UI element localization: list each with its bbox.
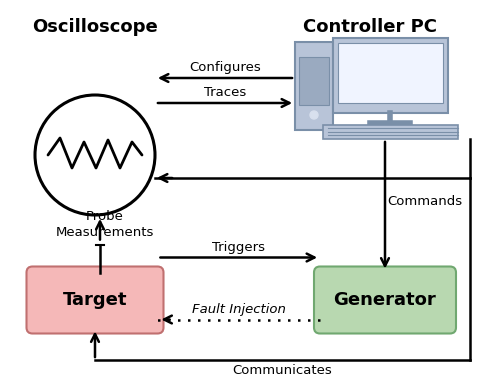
Text: Commands: Commands	[387, 195, 462, 208]
Text: Target: Target	[63, 291, 127, 309]
Text: Triggers: Triggers	[212, 241, 265, 253]
Text: Fault Injection: Fault Injection	[192, 302, 286, 316]
Text: Traces: Traces	[204, 86, 246, 99]
Text: Controller PC: Controller PC	[303, 18, 437, 36]
Circle shape	[310, 111, 318, 119]
Text: Configures: Configures	[189, 61, 261, 74]
FancyBboxPatch shape	[27, 267, 163, 334]
FancyBboxPatch shape	[299, 57, 329, 105]
Text: Probe: Probe	[86, 210, 124, 223]
Text: Generator: Generator	[333, 291, 437, 309]
FancyBboxPatch shape	[323, 125, 458, 139]
Text: Communicates: Communicates	[232, 364, 332, 377]
FancyBboxPatch shape	[314, 267, 456, 334]
FancyBboxPatch shape	[333, 38, 448, 113]
FancyBboxPatch shape	[295, 42, 333, 130]
FancyBboxPatch shape	[338, 43, 443, 103]
Text: Measurements: Measurements	[56, 226, 154, 239]
Text: Oscilloscope: Oscilloscope	[32, 18, 158, 36]
